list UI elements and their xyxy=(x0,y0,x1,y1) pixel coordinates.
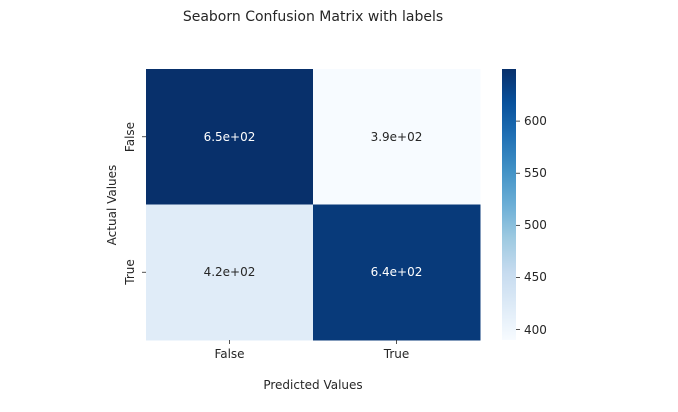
heatmap-cell xyxy=(313,69,481,205)
colorbar-tick-label: 550 xyxy=(524,166,547,181)
cell-annotation: 4.2e+02 xyxy=(203,265,256,280)
x-tick-label: False xyxy=(214,347,245,361)
x-tick-label: True xyxy=(383,347,410,361)
colorbar-tick-label: 450 xyxy=(524,270,547,285)
cell-annotation: 6.4e+02 xyxy=(370,265,423,280)
heatmap-cells xyxy=(146,69,481,341)
x-tick-marks xyxy=(229,340,397,344)
y-tick-label: True xyxy=(123,259,137,286)
x-axis-label: Predicted Values xyxy=(263,378,363,392)
y-axis-label: Actual Values xyxy=(105,164,119,246)
cell-annotation: 3.9e+02 xyxy=(370,129,423,144)
y-tick-label: False xyxy=(123,121,137,152)
cell-annotation: 6.5e+02 xyxy=(203,129,256,144)
colorbar-tick-label: 500 xyxy=(524,218,547,233)
chart-title: Seaborn Confusion Matrix with labels xyxy=(182,9,444,25)
y-tick-marks xyxy=(142,136,146,273)
heatmap-cell xyxy=(313,204,481,341)
heatmap-cell xyxy=(146,204,314,341)
colorbar-tick-label: 400 xyxy=(524,322,547,337)
colorbar-tick-label: 600 xyxy=(524,114,547,129)
colorbar xyxy=(502,69,516,340)
heatmap-cell xyxy=(146,69,314,205)
colorbar-tick-marks xyxy=(516,120,520,330)
